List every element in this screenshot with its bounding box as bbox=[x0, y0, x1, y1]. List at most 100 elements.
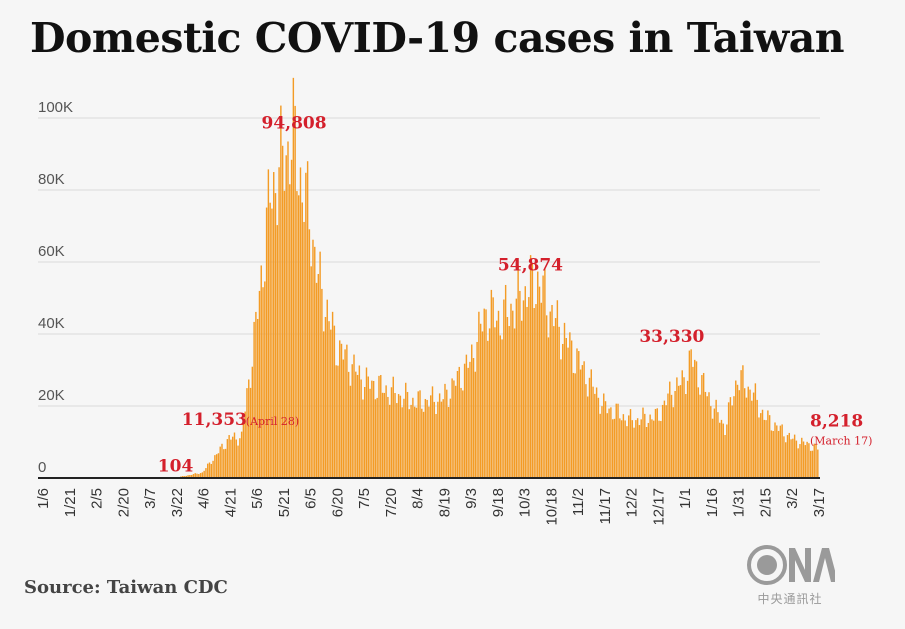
bar bbox=[430, 395, 432, 478]
x-tick-label: 2/15 bbox=[757, 488, 774, 517]
bar bbox=[617, 403, 619, 478]
bar bbox=[426, 399, 428, 478]
bar bbox=[786, 435, 789, 478]
bar bbox=[262, 287, 264, 478]
annotation-note: (April 28) bbox=[246, 415, 299, 428]
bar bbox=[223, 449, 225, 478]
bar bbox=[677, 385, 680, 478]
bar bbox=[351, 364, 353, 478]
y-tick-label: 80K bbox=[38, 171, 65, 188]
bar bbox=[651, 419, 653, 478]
bar bbox=[474, 371, 477, 478]
bar bbox=[499, 335, 501, 478]
bar bbox=[768, 415, 771, 478]
x-tick-label: 1/21 bbox=[62, 488, 79, 517]
bar bbox=[335, 365, 337, 478]
x-tick-label: 2/20 bbox=[115, 488, 132, 517]
bar bbox=[642, 407, 644, 478]
bar bbox=[508, 326, 510, 478]
bar bbox=[381, 392, 384, 478]
x-tick-label: 1/31 bbox=[731, 488, 748, 517]
bar bbox=[451, 378, 453, 478]
bar bbox=[419, 390, 421, 478]
bar bbox=[330, 329, 332, 478]
bar bbox=[772, 431, 774, 478]
bar bbox=[510, 303, 512, 478]
bar bbox=[592, 386, 594, 478]
bar bbox=[465, 354, 468, 478]
bar bbox=[401, 407, 403, 478]
bar bbox=[237, 445, 239, 478]
bar bbox=[248, 379, 250, 478]
bar bbox=[235, 439, 237, 478]
bar bbox=[767, 410, 769, 478]
annotation-label: 33,330 bbox=[639, 327, 704, 347]
bar bbox=[694, 359, 696, 478]
bar bbox=[588, 377, 591, 478]
bar bbox=[331, 311, 334, 478]
bar bbox=[449, 398, 452, 478]
bar bbox=[554, 318, 557, 478]
bar bbox=[367, 376, 369, 478]
bar bbox=[208, 462, 211, 478]
bar bbox=[692, 366, 694, 478]
bar bbox=[342, 359, 345, 478]
bar bbox=[606, 413, 609, 478]
bar bbox=[574, 373, 576, 478]
bar bbox=[271, 208, 273, 479]
bar bbox=[294, 105, 296, 478]
bar bbox=[397, 394, 400, 478]
bar bbox=[776, 425, 778, 478]
bar bbox=[604, 401, 607, 478]
bar bbox=[396, 403, 398, 478]
x-tick-label: 6/5 bbox=[303, 488, 320, 509]
bar bbox=[456, 370, 459, 478]
bar bbox=[585, 384, 587, 478]
bar bbox=[310, 266, 312, 478]
bar bbox=[542, 275, 544, 478]
bar bbox=[793, 434, 796, 478]
x-tick-label: 12/2 bbox=[624, 488, 641, 517]
bar bbox=[663, 400, 666, 478]
bar bbox=[321, 288, 323, 478]
bar bbox=[287, 141, 289, 478]
bar bbox=[231, 436, 234, 478]
bar bbox=[743, 388, 746, 478]
bar bbox=[749, 389, 751, 478]
bar bbox=[283, 190, 286, 479]
bar bbox=[603, 393, 605, 478]
bar bbox=[490, 289, 493, 478]
annotation-label: 54,874 bbox=[498, 255, 563, 275]
bar bbox=[597, 397, 600, 478]
bar bbox=[214, 455, 216, 478]
bar bbox=[595, 387, 598, 478]
bar bbox=[185, 475, 188, 478]
bar bbox=[203, 470, 205, 478]
bar bbox=[312, 239, 314, 478]
bar bbox=[251, 366, 254, 478]
bar bbox=[788, 432, 790, 478]
bar bbox=[326, 299, 328, 478]
bar bbox=[751, 400, 753, 478]
annotation-label: 94,808 bbox=[262, 114, 327, 134]
bar bbox=[471, 344, 473, 478]
bar bbox=[720, 419, 723, 478]
bar bbox=[558, 326, 560, 478]
bar bbox=[324, 316, 327, 478]
bar bbox=[301, 202, 303, 478]
bar bbox=[487, 340, 489, 478]
bar bbox=[494, 327, 496, 478]
bar bbox=[713, 408, 716, 478]
bar bbox=[647, 422, 650, 478]
bar bbox=[458, 366, 460, 478]
bar bbox=[638, 425, 641, 478]
bar bbox=[531, 262, 534, 478]
bar bbox=[581, 365, 584, 478]
chart-title: Domestic COVID-19 cases in Taiwan bbox=[30, 14, 845, 62]
bar bbox=[667, 393, 669, 478]
bar bbox=[344, 349, 346, 478]
bar bbox=[469, 361, 471, 478]
bar bbox=[628, 415, 630, 478]
bar bbox=[545, 315, 548, 478]
bar bbox=[347, 371, 350, 478]
